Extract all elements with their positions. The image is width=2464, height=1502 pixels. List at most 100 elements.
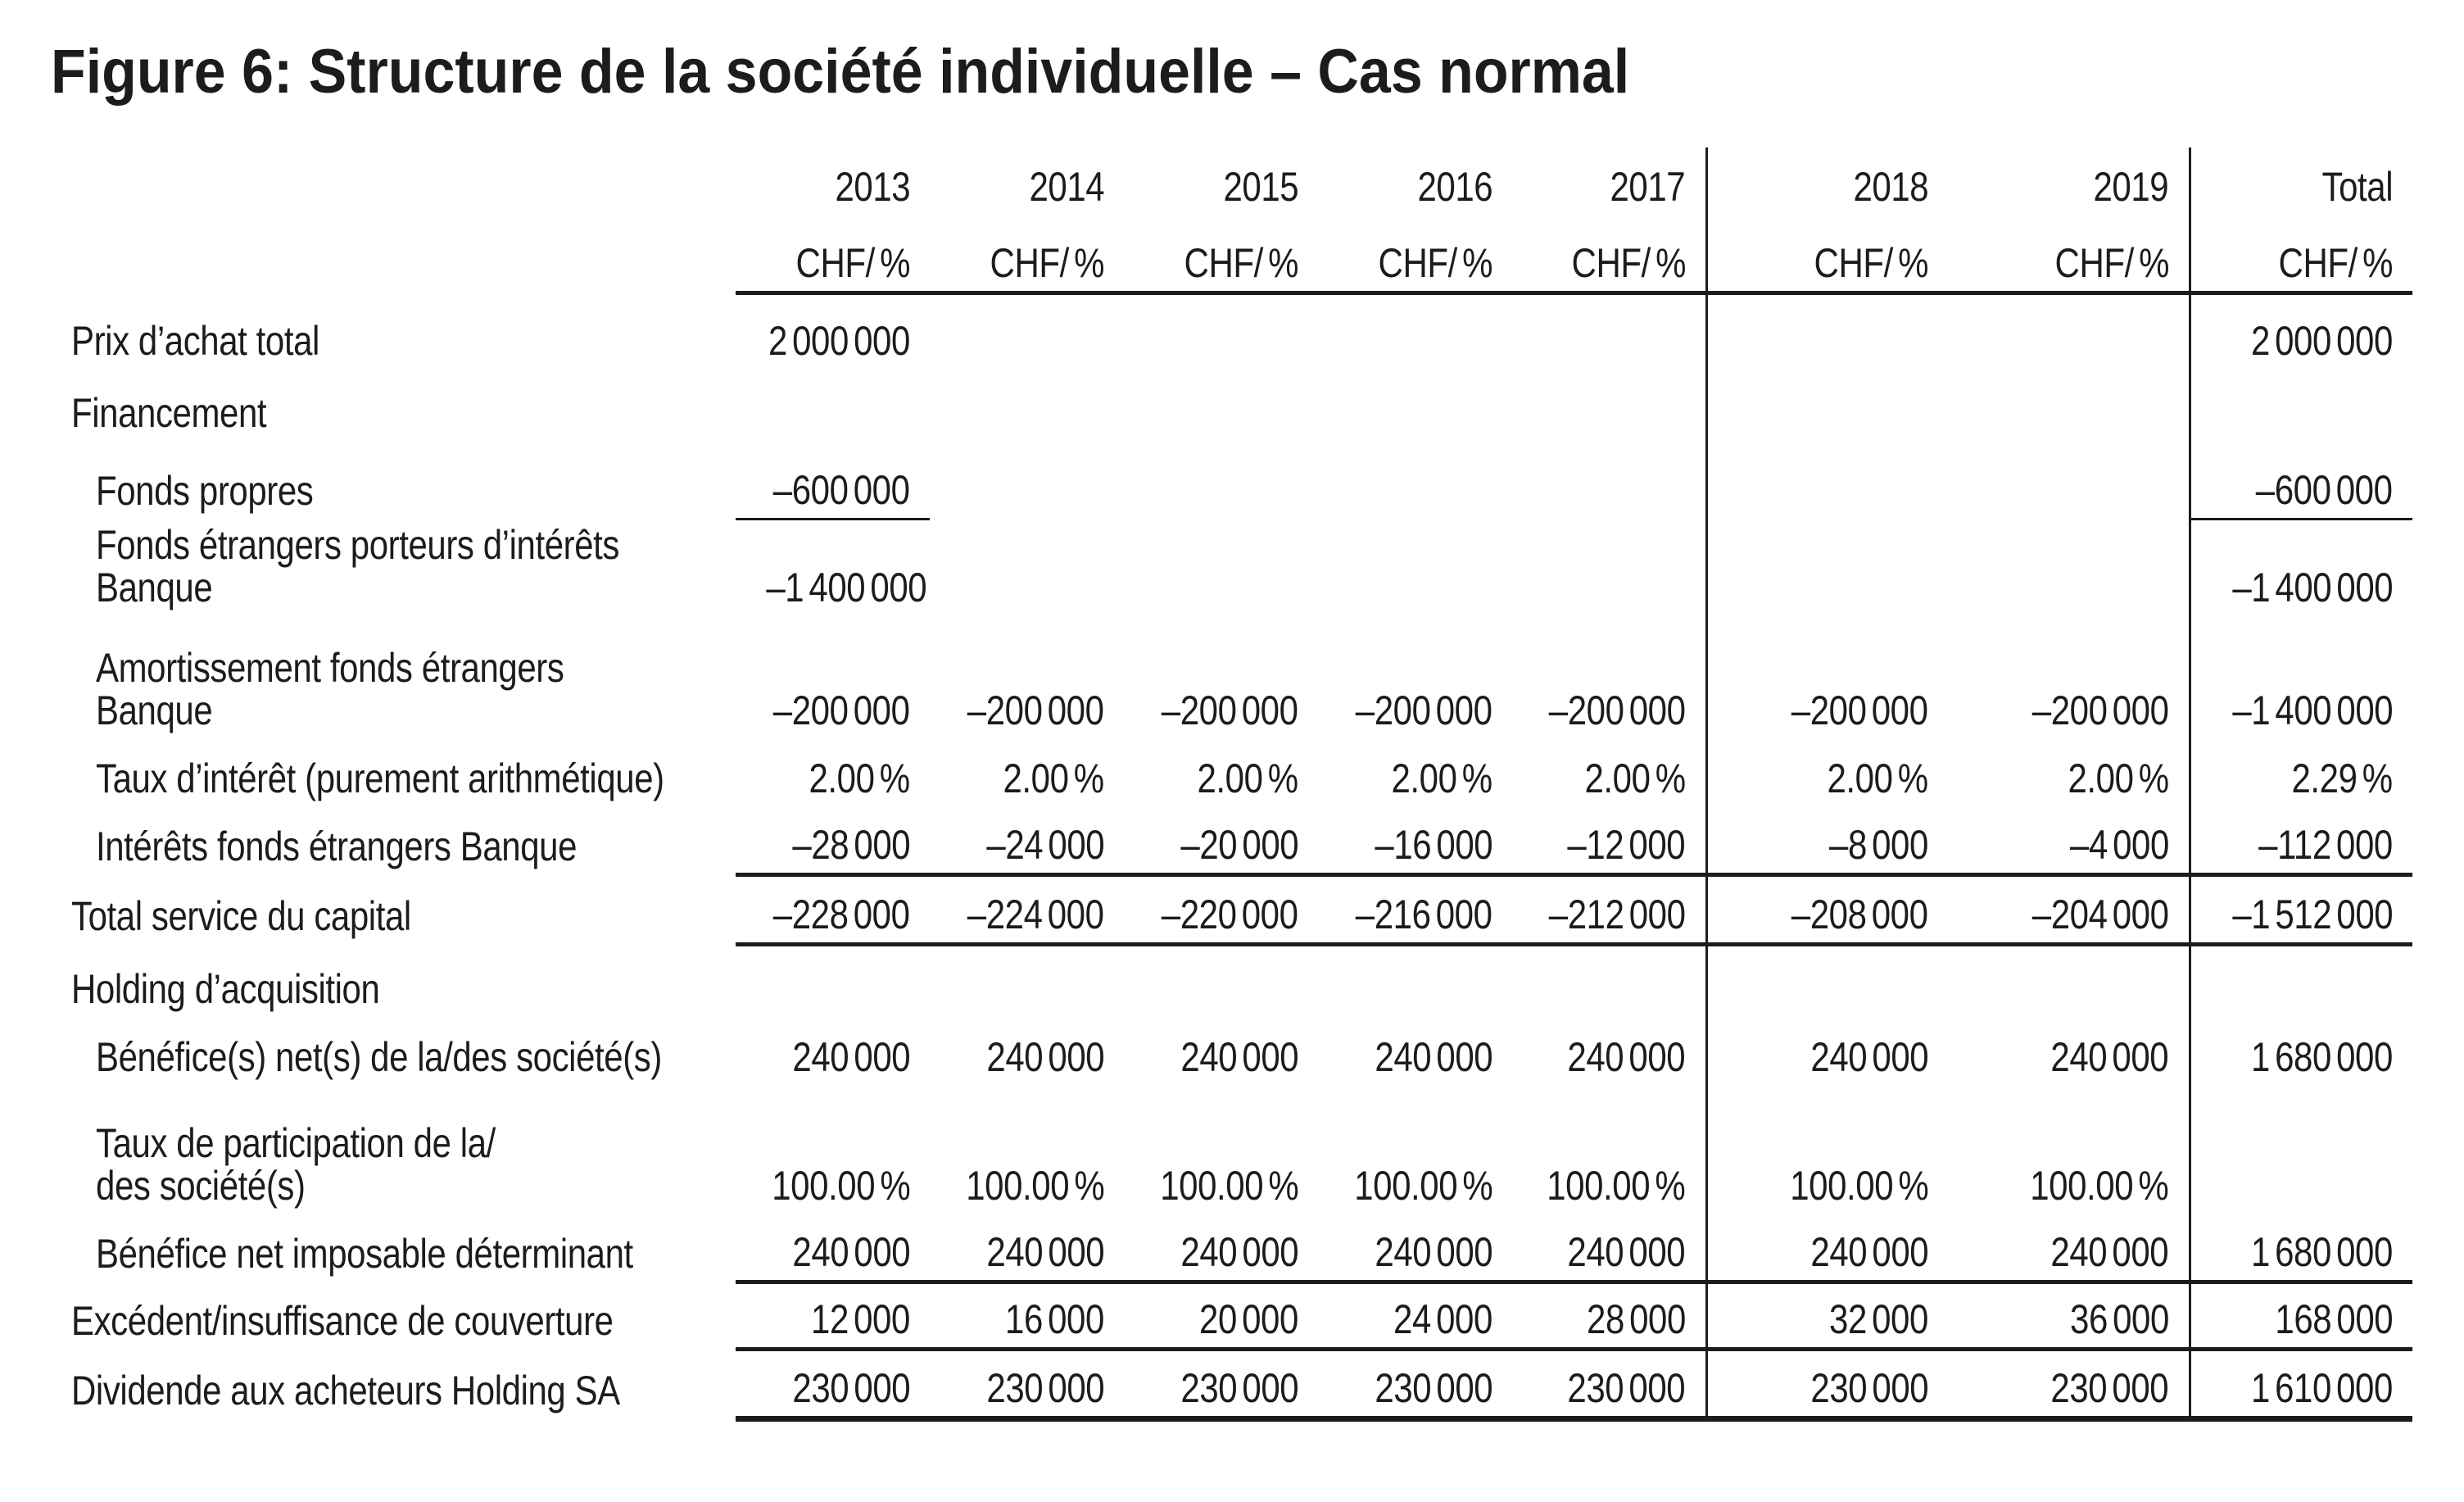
total-header-cell: Total [2188, 147, 2412, 215]
unit-header-cell: CHF/ % [930, 215, 1124, 295]
value-cell: 32 000 [1705, 1282, 1948, 1351]
unit-header-cell: CHF/ % [1705, 215, 1948, 295]
unit-header-cell: CHF/ % [1318, 215, 1512, 295]
value-cell: –200 000 [967, 687, 1104, 733]
value-cell: –28 000 [736, 806, 930, 877]
value-cell: 24 000 [1318, 1282, 1512, 1351]
value-cell: 100.00 % [1353, 1163, 1492, 1209]
value-cell: 230 000 [930, 1349, 1124, 1422]
value-cell: –228 000 [736, 874, 930, 946]
table-row: Taux de participation de la/ des société… [70, 1085, 2412, 1214]
row-label: Intérêts fonds étrangers Banque [96, 824, 578, 869]
row-label: Taux de participation de la/ des société… [96, 1120, 496, 1209]
figure-title: Figure 6: Structure de la société indivi… [51, 39, 1767, 105]
value-cell: 240 000 [736, 1214, 930, 1284]
header-row-units: CHF/ % CHF/ % CHF/ % CHF/ % CHF/ % CHF/ … [70, 215, 2412, 295]
row-label: Fonds propres [96, 468, 314, 514]
value-cell: 2.00 % [1584, 756, 1686, 801]
value-cell: 100.00 % [1705, 1085, 1948, 1214]
table-row: Amortissement fonds étrangers Banque –20… [70, 615, 2412, 738]
value-cell: –200 000 [2031, 687, 2169, 733]
row-label: Taux d’intérêt (purement arithmétique) [96, 756, 664, 801]
value-cell [1948, 944, 2190, 1017]
total-cell: –112 000 [2188, 806, 2412, 877]
value-cell: 240 000 [986, 1034, 1104, 1080]
year-header-cell: 2019 [2093, 164, 2169, 210]
value-cell: 230 000 [1124, 1349, 1318, 1422]
value-cell: 240 000 [1375, 1034, 1492, 1080]
row-label: Total service du capital [71, 893, 411, 939]
total-cell: –1 400 000 [2188, 519, 2412, 615]
value-cell [1318, 519, 1512, 615]
value-cell: 240 000 [1180, 1034, 1298, 1080]
value-cell [1705, 441, 1948, 519]
value-cell: –200 000 [1548, 687, 1686, 733]
total-cell: 168 000 [2188, 1282, 2412, 1351]
table-row: Total service du capital –228 000 –224 0… [70, 874, 2412, 946]
value-cell: 230 000 [1948, 1349, 2190, 1422]
value-cell: 240 000 [1567, 1034, 1686, 1080]
value-cell [930, 293, 1124, 369]
value-cell [1124, 293, 1318, 369]
year-header-cell: 2016 [1417, 164, 1492, 210]
table-row: Fonds propres –600 000 –600 000 [70, 441, 2412, 520]
value-cell: 100.00 % [965, 1163, 1104, 1209]
row-label: Fonds étrangers porteurs d’intérêts Banq… [96, 522, 619, 610]
header-row-years: 2013 2014 2015 2016 2017 2018 2019 Total [70, 147, 2412, 215]
total-cell: –600 000 [2188, 441, 2412, 520]
table-row: Prix d’achat total 2 000 000 2 000 000 [70, 293, 2412, 369]
total-cell: 1 680 000 [2188, 1214, 2412, 1284]
value-cell [1318, 293, 1512, 369]
total-cell: –1 512 000 [2188, 874, 2412, 946]
value-cell: 100.00 % [1159, 1163, 1298, 1209]
unit-header-cell: CHF/ % [1948, 215, 2190, 295]
total-cell [2188, 944, 2412, 1017]
value-cell [1948, 293, 2190, 369]
row-label: Excédent/insuffisance de couverture [71, 1298, 614, 1344]
value-cell [1512, 519, 1706, 615]
value-cell: 2.00 % [1705, 738, 1948, 806]
unit-header-cell: CHF/ % [1512, 215, 1706, 295]
value-cell: –212 000 [1512, 874, 1706, 946]
value-cell: –200 000 [1162, 687, 1298, 733]
value-cell [1512, 369, 1706, 441]
value-cell: –200 000 [1705, 615, 1948, 738]
year-header-cell: 2013 [835, 164, 910, 210]
year-header-cell: 2018 [1705, 147, 1948, 215]
value-cell: 2 000 000 [768, 318, 910, 364]
total-cell: 1 610 000 [2188, 1349, 2412, 1422]
table-row: Fonds étrangers porteurs d’intérêts Banq… [70, 519, 2412, 615]
total-cell [2188, 369, 2412, 441]
table-row: Holding d’acquisition [70, 944, 2412, 1017]
value-cell [1318, 944, 1512, 1017]
figure-title-text: Figure 6: Structure de la société indivi… [51, 37, 1630, 107]
value-cell: 12 000 [736, 1282, 930, 1351]
unit-header-cell: CHF/ % [736, 215, 930, 295]
table-row: Bénéfice(s) net(s) de la/des société(s) … [70, 1017, 2412, 1085]
total-cell: 2 000 000 [2188, 293, 2412, 369]
value-cell: 230 000 [736, 1349, 930, 1422]
header-label-cell [70, 147, 736, 215]
value-cell: –208 000 [1705, 874, 1948, 946]
value-cell: 240 000 [1124, 1214, 1318, 1284]
value-cell: 2.00 % [808, 756, 911, 801]
value-cell: 2.00 % [1003, 756, 1105, 801]
value-cell [1705, 944, 1948, 1017]
total-cell: –1 400 000 [2188, 615, 2412, 738]
total-cell: 1 680 000 [2188, 1017, 2412, 1085]
value-cell: –224 000 [930, 874, 1124, 946]
value-cell: 240 000 [1948, 1214, 2190, 1284]
row-label: Dividende aux acheteurs Holding SA [71, 1368, 620, 1414]
value-cell [1705, 369, 1948, 441]
value-cell: 16 000 [930, 1282, 1124, 1351]
value-cell: 100.00 % [2030, 1163, 2169, 1209]
year-header-cell: 2014 [1029, 164, 1104, 210]
row-label: Financement [71, 390, 267, 436]
value-cell: 240 000 [792, 1034, 910, 1080]
value-cell: –12 000 [1512, 806, 1706, 877]
value-cell: 230 000 [1705, 1349, 1948, 1422]
value-cell [1948, 441, 2190, 519]
value-cell [930, 441, 1124, 519]
value-cell: 2.00 % [1391, 756, 1493, 801]
value-cell: –16 000 [1318, 806, 1512, 877]
